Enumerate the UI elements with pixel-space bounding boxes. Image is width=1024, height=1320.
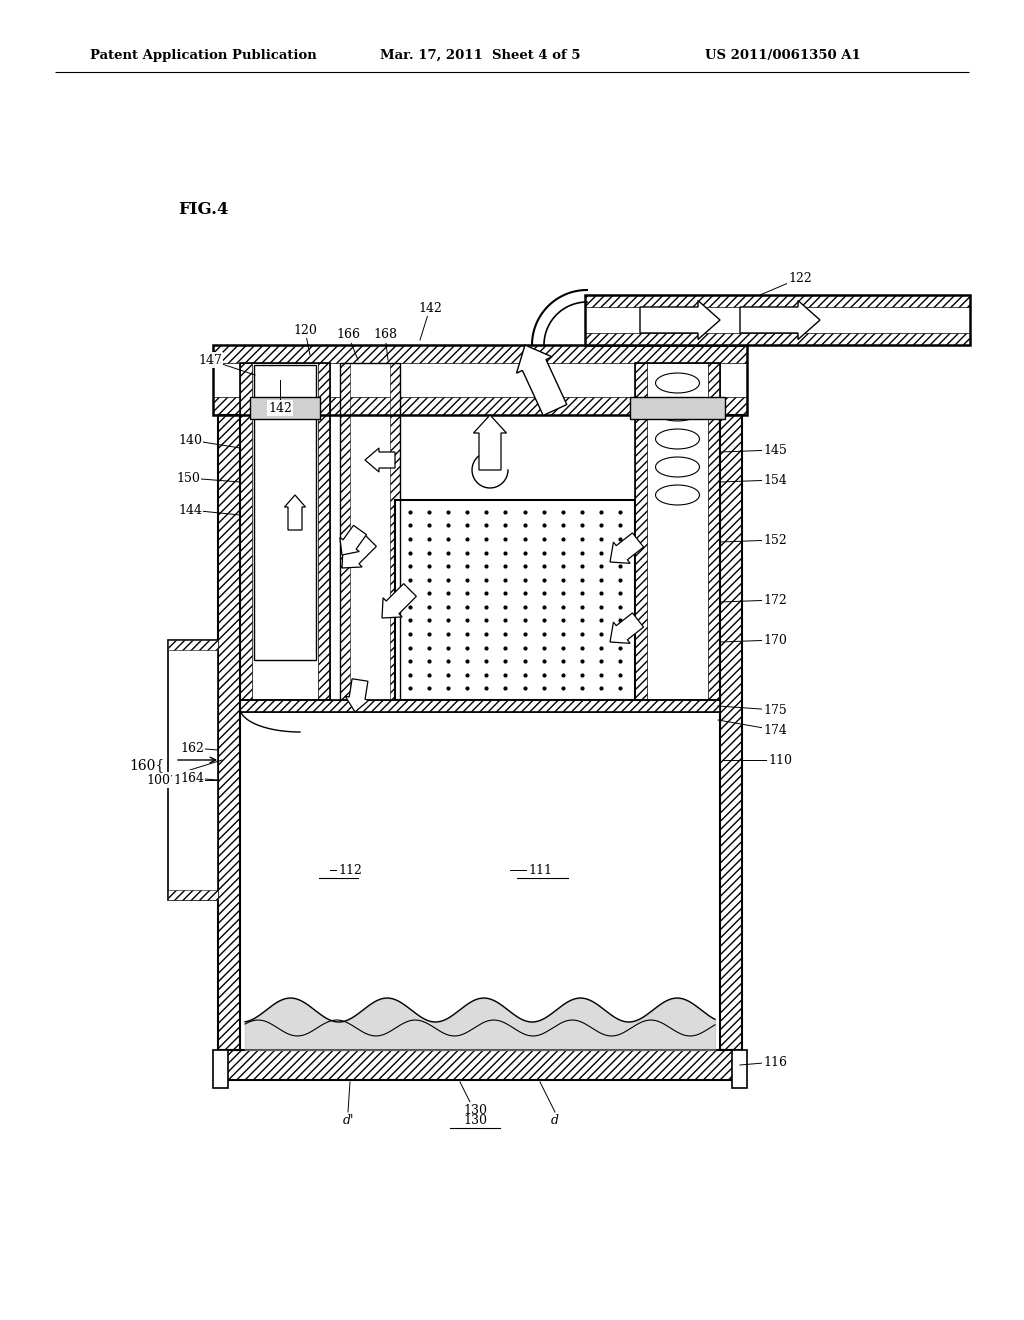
- Text: 154: 154: [763, 474, 786, 487]
- Text: 162: 162: [180, 742, 204, 755]
- Text: 166: 166: [336, 329, 360, 342]
- Bar: [168, 640, 218, 900]
- Text: d': d': [342, 1114, 353, 1126]
- Bar: [218, 1049, 742, 1080]
- Polygon shape: [345, 678, 369, 711]
- Text: 145: 145: [763, 444, 786, 457]
- Bar: [213, 397, 746, 414]
- Text: 140: 140: [178, 433, 202, 446]
- Text: 174: 174: [763, 723, 786, 737]
- Polygon shape: [342, 533, 377, 568]
- Bar: [240, 700, 720, 711]
- Text: 100: 100: [146, 774, 170, 787]
- Bar: [390, 363, 400, 700]
- Bar: [318, 363, 330, 700]
- Text: 130: 130: [463, 1104, 487, 1117]
- Bar: [240, 363, 252, 700]
- Bar: [630, 397, 725, 418]
- Text: 120: 120: [293, 323, 317, 337]
- Bar: [168, 640, 218, 649]
- Text: 175: 175: [763, 704, 786, 717]
- Bar: [585, 333, 970, 345]
- Text: Mar. 17, 2011  Sheet 4 of 5: Mar. 17, 2011 Sheet 4 of 5: [380, 49, 581, 62]
- Polygon shape: [640, 301, 720, 339]
- Text: 116: 116: [763, 1056, 787, 1068]
- Polygon shape: [285, 495, 305, 531]
- Polygon shape: [610, 533, 643, 564]
- Bar: [340, 363, 350, 700]
- Text: 130: 130: [463, 1114, 487, 1126]
- Bar: [218, 414, 240, 1049]
- Text: 150: 150: [176, 471, 200, 484]
- Text: 114: 114: [173, 774, 197, 787]
- Polygon shape: [365, 447, 395, 473]
- Bar: [395, 500, 635, 700]
- Polygon shape: [340, 525, 367, 554]
- Polygon shape: [740, 301, 820, 339]
- Bar: [250, 397, 319, 418]
- Bar: [240, 700, 720, 711]
- Text: 110: 110: [768, 754, 792, 767]
- Bar: [213, 345, 746, 414]
- Text: 170: 170: [763, 634, 786, 647]
- Bar: [635, 363, 647, 700]
- Text: 112: 112: [338, 863, 361, 876]
- Text: 172: 172: [763, 594, 786, 606]
- Text: 142: 142: [418, 301, 442, 314]
- Bar: [585, 294, 970, 345]
- Bar: [218, 414, 240, 1049]
- Bar: [213, 345, 746, 363]
- Text: 164: 164: [180, 771, 204, 784]
- Text: 144: 144: [178, 503, 202, 516]
- Bar: [218, 1049, 742, 1080]
- Text: 122: 122: [788, 272, 812, 285]
- Bar: [720, 414, 742, 1049]
- Polygon shape: [610, 612, 643, 643]
- Bar: [168, 890, 218, 900]
- Text: 168: 168: [373, 329, 397, 342]
- Bar: [340, 363, 400, 700]
- Text: Patent Application Publication: Patent Application Publication: [90, 49, 316, 62]
- Text: 142: 142: [268, 401, 292, 414]
- Bar: [213, 1049, 228, 1088]
- Text: d: d: [551, 1114, 559, 1126]
- Bar: [585, 294, 970, 308]
- Text: FIG.4: FIG.4: [178, 202, 228, 219]
- Text: 111: 111: [528, 863, 552, 876]
- Bar: [708, 363, 720, 700]
- Polygon shape: [473, 414, 507, 470]
- Bar: [732, 1049, 746, 1088]
- Text: US 2011/0061350 A1: US 2011/0061350 A1: [705, 49, 861, 62]
- Text: 147: 147: [198, 354, 222, 367]
- Polygon shape: [516, 345, 567, 416]
- Bar: [635, 363, 720, 700]
- Bar: [240, 363, 330, 700]
- Polygon shape: [382, 583, 417, 618]
- Text: 152: 152: [763, 533, 786, 546]
- Bar: [720, 414, 742, 1049]
- Text: 160{: 160{: [130, 758, 165, 772]
- Bar: [254, 366, 316, 660]
